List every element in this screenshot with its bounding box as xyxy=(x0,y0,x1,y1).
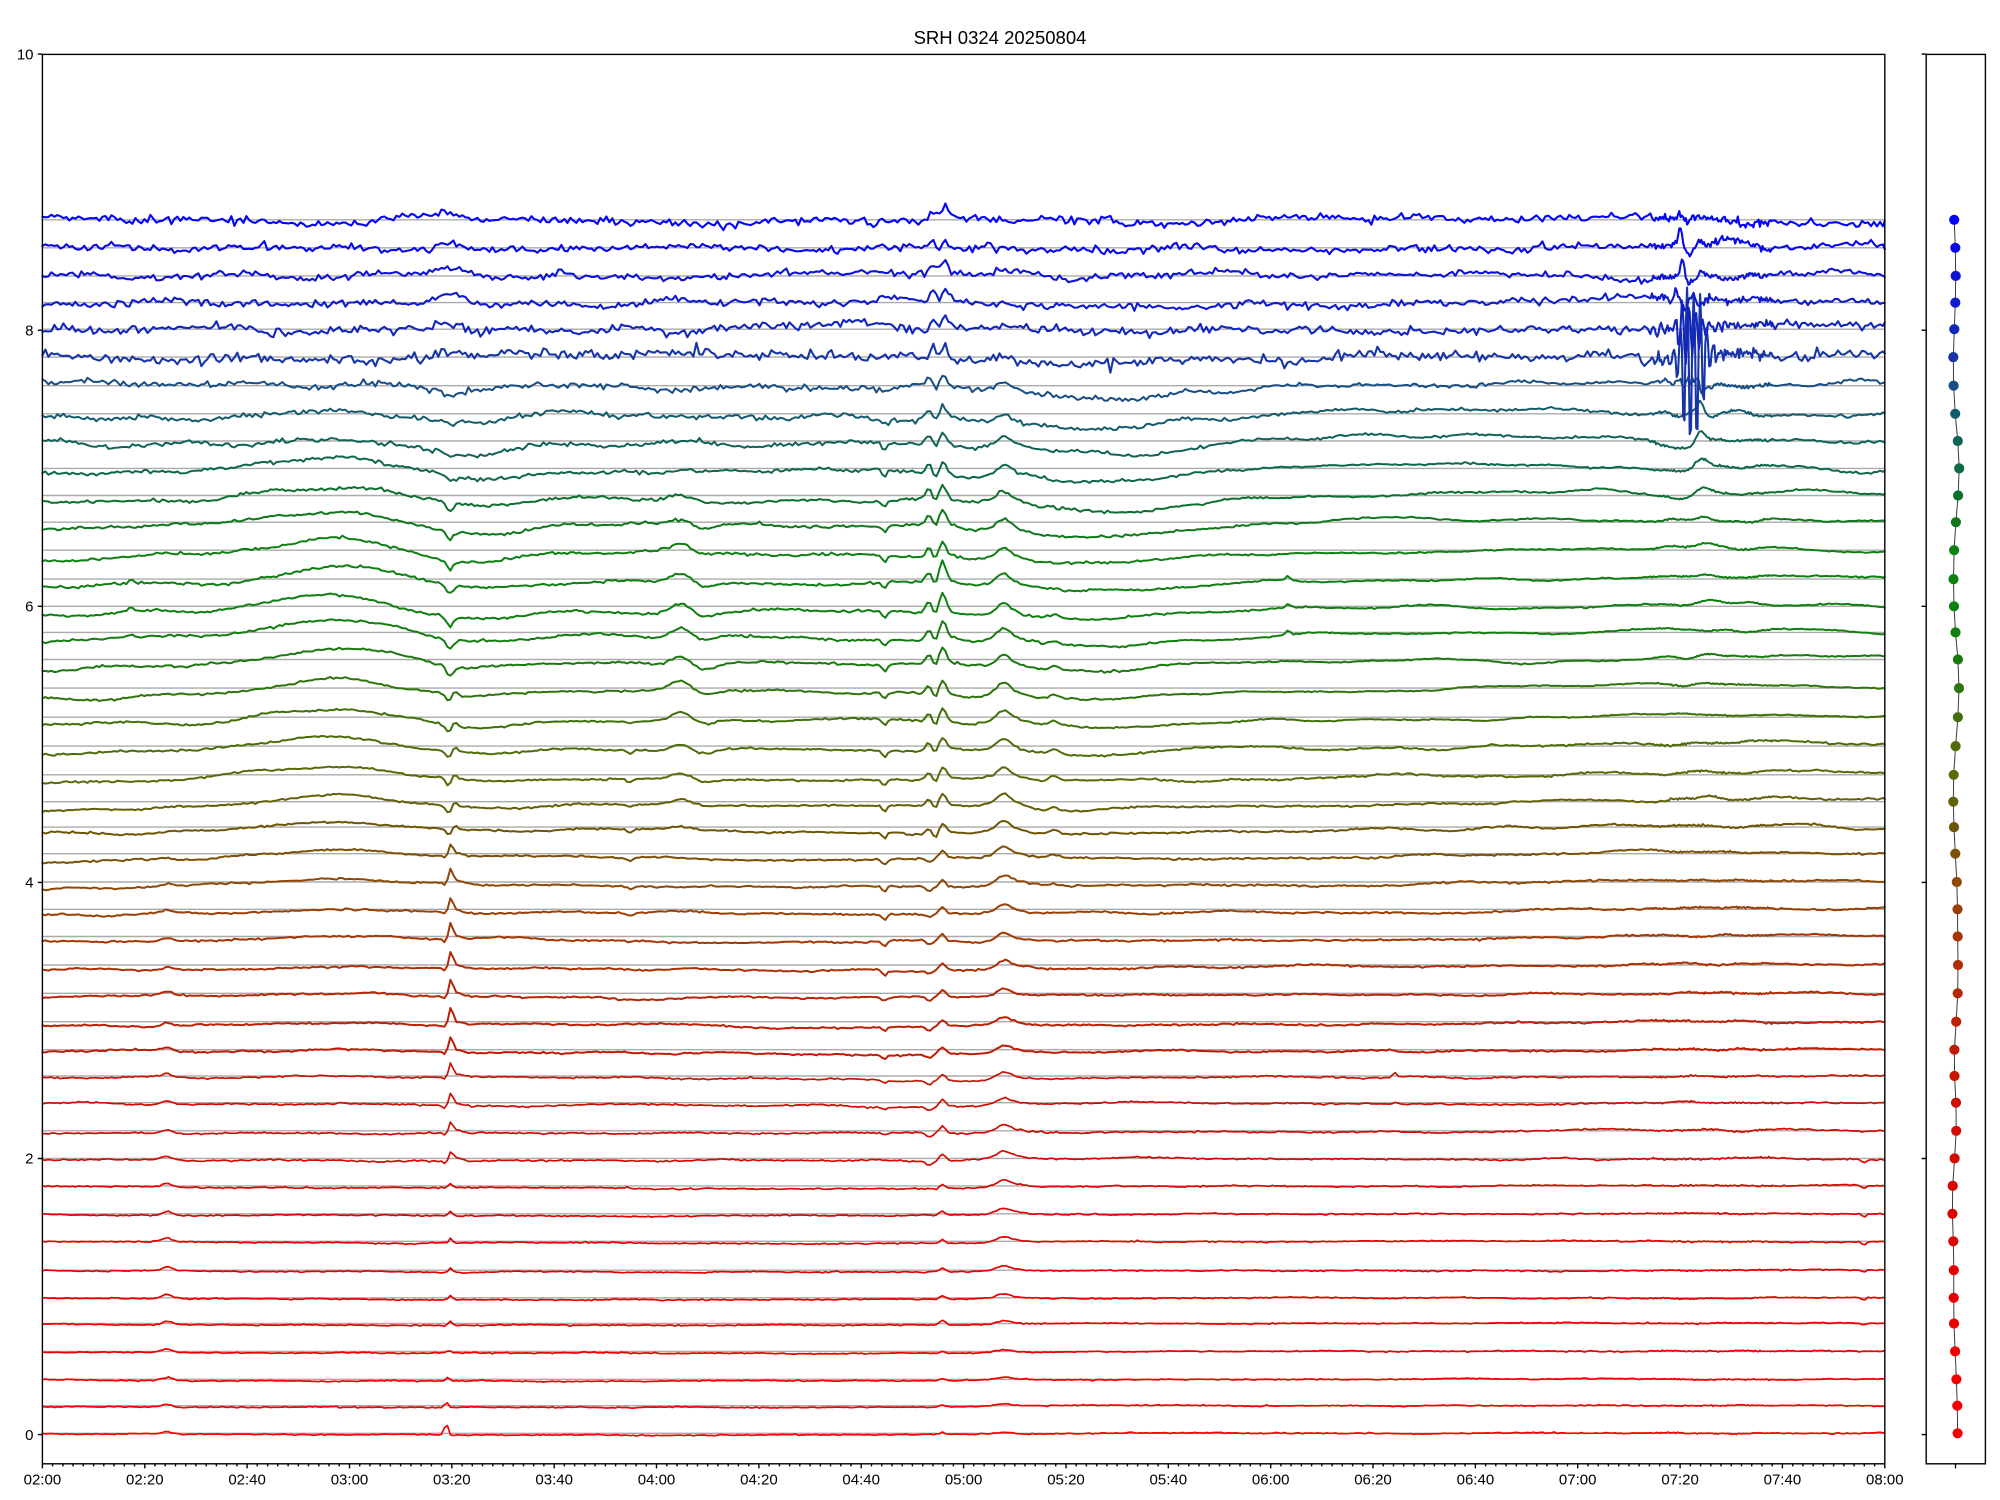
svg-text:07:20: 07:20 xyxy=(1661,1472,1699,1489)
svg-text:02:40: 02:40 xyxy=(228,1472,266,1489)
svg-text:08:00: 08:00 xyxy=(1866,1472,1904,1489)
svg-text:SRH 0324 20250804: SRH 0324 20250804 xyxy=(914,27,1087,48)
svg-text:04:00: 04:00 xyxy=(638,1472,676,1489)
svg-text:05:20: 05:20 xyxy=(1047,1472,1085,1489)
svg-text:06:00: 06:00 xyxy=(1252,1472,1290,1489)
svg-text:8: 8 xyxy=(25,322,33,339)
svg-text:02:00: 02:00 xyxy=(24,1472,62,1489)
svg-text:04:20: 04:20 xyxy=(740,1472,778,1489)
svg-text:03:00: 03:00 xyxy=(331,1472,369,1489)
svg-text:0: 0 xyxy=(25,1427,33,1444)
svg-text:05:40: 05:40 xyxy=(1150,1472,1188,1489)
svg-text:04:40: 04:40 xyxy=(842,1472,880,1489)
svg-text:05:00: 05:00 xyxy=(945,1472,983,1489)
svg-text:2: 2 xyxy=(25,1151,33,1168)
svg-text:06:20: 06:20 xyxy=(1354,1472,1392,1489)
svg-text:03:20: 03:20 xyxy=(433,1472,471,1489)
svg-text:06:40: 06:40 xyxy=(1457,1472,1495,1489)
svg-text:10: 10 xyxy=(17,46,34,63)
svg-text:02:20: 02:20 xyxy=(126,1472,164,1489)
svg-text:4: 4 xyxy=(25,875,33,892)
svg-text:07:40: 07:40 xyxy=(1764,1472,1802,1489)
svg-text:07:00: 07:00 xyxy=(1559,1472,1597,1489)
svg-text:03:40: 03:40 xyxy=(535,1472,573,1489)
svg-text:6: 6 xyxy=(25,599,33,616)
